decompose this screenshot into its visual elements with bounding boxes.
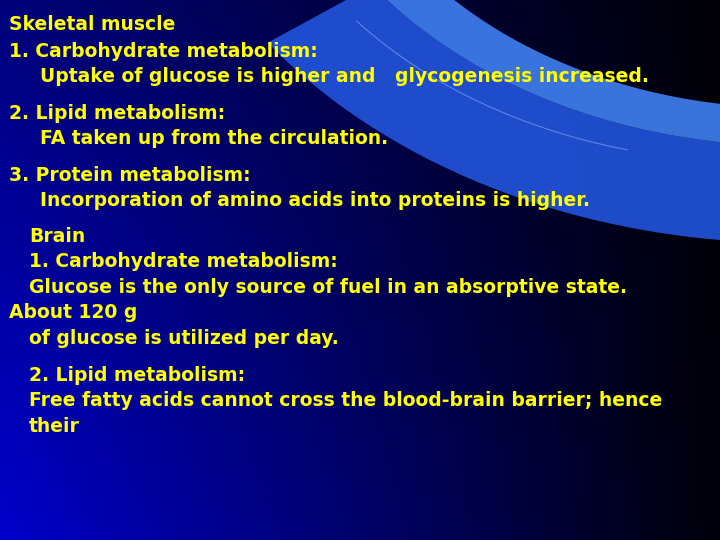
Text: Skeletal muscle: Skeletal muscle xyxy=(9,15,175,34)
Text: Incorporation of amino acids into proteins is higher.: Incorporation of amino acids into protei… xyxy=(40,191,590,211)
Text: Brain: Brain xyxy=(29,227,85,246)
Text: 3. Protein metabolism:: 3. Protein metabolism: xyxy=(9,166,251,185)
Text: 2. Lipid metabolism:: 2. Lipid metabolism: xyxy=(9,104,225,123)
Polygon shape xyxy=(373,0,720,145)
Text: 2. Lipid metabolism:: 2. Lipid metabolism: xyxy=(29,366,245,385)
Text: About 120 g: About 120 g xyxy=(9,303,137,322)
Text: Free fatty acids cannot cross the blood-brain barrier; hence: Free fatty acids cannot cross the blood-… xyxy=(29,391,662,410)
Text: 1. Carbohydrate metabolism:: 1. Carbohydrate metabolism: xyxy=(9,42,318,61)
Text: 1. Carbohydrate metabolism:: 1. Carbohydrate metabolism: xyxy=(29,252,338,272)
Text: of glucose is utilized per day.: of glucose is utilized per day. xyxy=(29,328,338,348)
Text: FA taken up from the circulation.: FA taken up from the circulation. xyxy=(40,129,388,149)
Text: Glucose is the only source of fuel in an absorptive state.: Glucose is the only source of fuel in an… xyxy=(29,278,627,297)
Polygon shape xyxy=(268,0,720,242)
Text: Uptake of glucose is higher and   glycogenesis increased.: Uptake of glucose is higher and glycogen… xyxy=(40,67,649,86)
Text: their: their xyxy=(29,416,80,436)
